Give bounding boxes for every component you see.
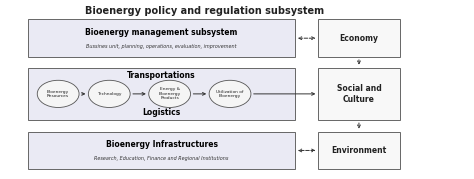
FancyBboxPatch shape (28, 132, 295, 169)
Text: Energy &
Bioenergy
Products: Energy & Bioenergy Products (158, 87, 181, 100)
FancyBboxPatch shape (319, 132, 400, 169)
Text: Transportations: Transportations (127, 71, 196, 80)
FancyBboxPatch shape (28, 19, 295, 57)
Text: Economy: Economy (339, 34, 378, 43)
Text: Technology: Technology (97, 92, 121, 96)
Text: Environment: Environment (331, 146, 387, 155)
Text: Bioenergy
Resources: Bioenergy Resources (47, 90, 69, 98)
Text: Bioenergy policy and regulation subsystem: Bioenergy policy and regulation subsyste… (85, 6, 324, 16)
Ellipse shape (149, 80, 191, 107)
Text: Logistics: Logistics (142, 108, 181, 117)
Ellipse shape (88, 80, 130, 107)
FancyBboxPatch shape (319, 19, 400, 57)
Text: Bioenergy Infrastructures: Bioenergy Infrastructures (106, 140, 218, 149)
Text: Bussines unit, planning, operations, evaluation, improvement: Bussines unit, planning, operations, eva… (86, 44, 237, 49)
FancyBboxPatch shape (28, 67, 295, 120)
FancyBboxPatch shape (319, 67, 400, 120)
Text: Bioenergy management subsystem: Bioenergy management subsystem (85, 28, 237, 37)
Ellipse shape (37, 80, 79, 107)
Text: Social and
Culture: Social and Culture (337, 84, 381, 104)
Text: Research, Education, Finance and Regional Institutions: Research, Education, Finance and Regiona… (94, 156, 228, 161)
Ellipse shape (209, 80, 251, 107)
Text: Utilization of
Bioenergy: Utilization of Bioenergy (216, 90, 244, 98)
